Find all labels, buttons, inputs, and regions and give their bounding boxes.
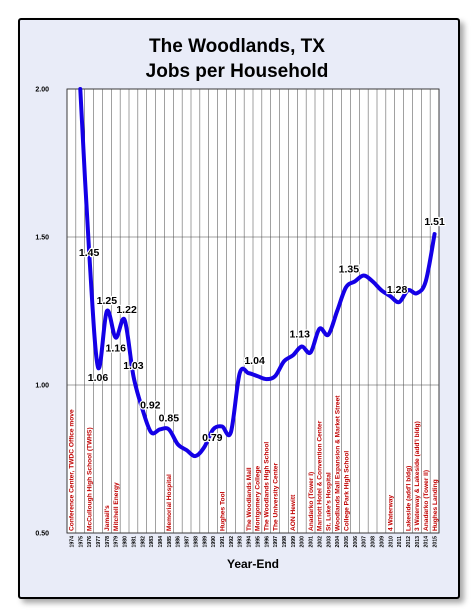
x-tick-label: 2006 [353, 536, 359, 548]
y-tick-label: 2.00 [35, 87, 49, 94]
x-tick-label: 1998 [282, 536, 288, 548]
x-tick-label: 1986 [176, 536, 182, 548]
data-label: 1.03 [123, 360, 144, 372]
x-tick-label: 2001 [309, 536, 315, 548]
x-tick-label: 1993 [238, 536, 244, 548]
event-annotation: Memorial Hospital [166, 474, 173, 531]
x-tick-label: 2013 [415, 536, 421, 548]
data-label: 1.06 [88, 372, 109, 384]
x-tick-label: 1979 [114, 536, 120, 548]
x-tick-label: 2012 [406, 536, 412, 548]
data-labels: 1.45 1.06 1.25 1.16 1.22 1.03 0.920.85 0.79 1.04… [78, 215, 446, 445]
x-tick-label: 1983 [149, 536, 155, 548]
y-axis-ticks: 0.50 1.00 1.50 2.00 [35, 87, 49, 538]
event-annotation: McCullough High School (TWHS) [86, 427, 93, 531]
chart-title-line-2: Jobs per Household [146, 61, 329, 82]
x-tick-label: 1999 [291, 536, 297, 548]
event-annotations: Conference Center, TWDC Office move McCul… [69, 395, 439, 531]
chart-title-line-1: The Woodlands, TX [149, 36, 325, 57]
event-annotation: Jamail's [104, 505, 111, 531]
event-annotation: 4 Waterway [388, 495, 395, 531]
x-tick-label: 1988 [193, 536, 199, 548]
x-axis-ticks: 1974 1975 1976 1977 1978 1979 1980 1981 1982 1983… [69, 536, 438, 548]
event-annotation: The Woodlands Mall [246, 467, 253, 531]
event-annotation: Marriott Hotel & Convention Center [317, 420, 324, 531]
x-tick-label: 1991 [220, 536, 226, 548]
data-label: 1.51 [424, 216, 445, 228]
x-tick-label: 2015 [433, 536, 439, 548]
event-annotation: Hughes Landing [432, 479, 439, 531]
y-tick-label: 0.50 [35, 531, 49, 538]
data-label: 1.04 [244, 355, 265, 367]
x-axis-label: Year-End [227, 557, 279, 571]
x-tick-label: 1992 [229, 536, 235, 548]
x-tick-label: 2000 [300, 536, 306, 548]
event-annotation: AON Hewitt [290, 494, 297, 531]
x-tick-label: 1974 [69, 536, 75, 548]
event-annotation: Mitchell Energy [113, 482, 120, 531]
event-annotation: Anadarko (Tower II) [423, 470, 430, 531]
x-tick-label: 1990 [211, 536, 217, 548]
y-tick-label: 1.50 [35, 235, 49, 242]
x-tick-label: 2002 [317, 536, 323, 548]
x-tick-label: 1982 [140, 536, 146, 548]
event-annotation: Conference Center, TWDC Office move [69, 409, 76, 531]
x-tick-label: 2004 [335, 536, 341, 548]
x-tick-label: 2003 [326, 536, 332, 548]
x-tick-label: 1976 [87, 536, 93, 548]
data-label: 0.79 [202, 432, 223, 444]
gridlines [66, 88, 440, 534]
x-tick-label: 1975 [78, 536, 84, 548]
x-tick-label: 2008 [371, 536, 377, 548]
event-annotation: The Woodlands High School [264, 442, 271, 531]
x-tick-label: 1989 [202, 536, 208, 548]
x-tick-label: 1984 [158, 536, 164, 548]
series-line [78, 87, 437, 459]
x-tick-label: 2007 [362, 536, 368, 548]
x-tick-label: 2005 [344, 536, 350, 548]
x-tick-label: 1996 [264, 536, 270, 548]
x-tick-label: 2014 [424, 536, 430, 548]
x-tick-label: 2010 [388, 536, 394, 548]
data-label: 1.45 [79, 247, 100, 259]
event-annotation: 3 Waterway & Lakeside (add'l bldg) [414, 421, 421, 531]
x-tick-label: 1978 [105, 536, 111, 548]
x-tick-label: 2011 [397, 536, 403, 547]
event-annotation: Hughes Tool [219, 491, 226, 531]
event-annotation: Lakeside (add'l bldg) [405, 466, 412, 531]
event-annotation: Woodlands Mall Expansion & Market Street [334, 395, 341, 531]
x-tick-label: 2009 [379, 536, 385, 548]
event-annotation: St. Luke's Hospital [326, 472, 333, 531]
x-tick-label: 1981 [131, 536, 137, 548]
event-annotation: College Park High School [343, 451, 350, 531]
data-label: 1.16 [105, 343, 126, 355]
event-annotation: Montgomery College [255, 465, 262, 531]
data-label: 0.92 [140, 400, 161, 412]
x-tick-label: 1985 [167, 536, 173, 548]
x-tick-label: 1997 [273, 536, 279, 548]
data-label: 1.22 [116, 304, 137, 316]
x-tick-label: 1977 [96, 536, 102, 548]
data-label: 1.13 [289, 329, 310, 341]
x-tick-label: 1987 [185, 536, 191, 548]
data-label: 0.85 [159, 412, 180, 424]
data-label: 1.35 [339, 263, 360, 275]
x-tick-label: 1995 [255, 536, 261, 548]
data-label: 1.25 [97, 295, 118, 307]
event-annotation: Anadarko (Tower I) [308, 472, 315, 531]
x-tick-label: 1980 [123, 536, 129, 548]
data-label: 1.28 [387, 284, 408, 296]
event-annotation: The University Center [272, 462, 279, 531]
y-tick-label: 1.00 [35, 383, 49, 390]
x-tick-label: 1994 [247, 536, 253, 548]
